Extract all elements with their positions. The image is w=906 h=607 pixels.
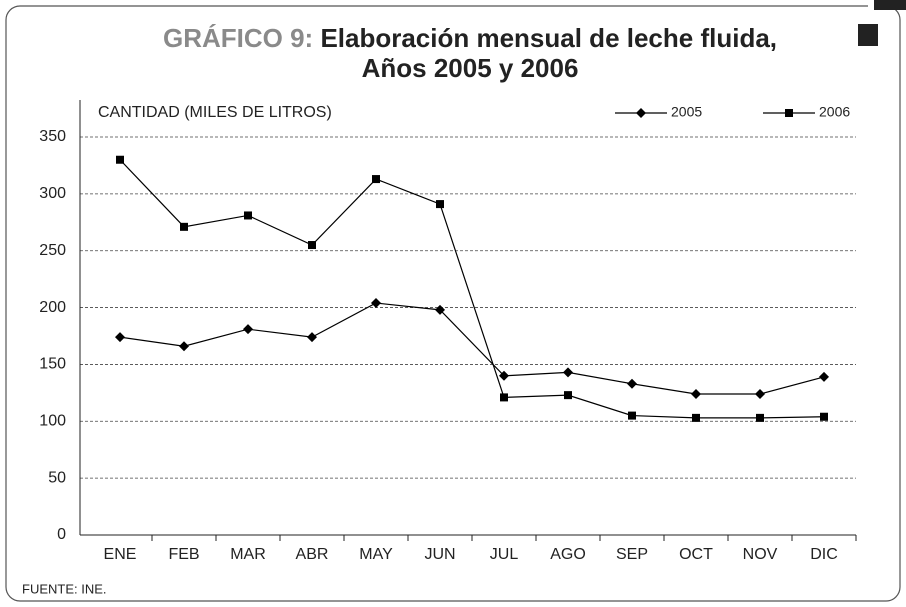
point: [500, 393, 508, 402]
point: [755, 388, 765, 399]
y-tick-label: 50: [48, 469, 66, 486]
x-tick-label: OCT: [679, 546, 713, 563]
point: [499, 370, 509, 381]
point: [115, 332, 125, 343]
x-tick-label: JUL: [490, 546, 519, 563]
point: [244, 211, 252, 220]
point: [819, 371, 829, 382]
y-tick-label: 150: [39, 356, 66, 373]
point: [820, 412, 828, 421]
corner-square: [858, 24, 878, 46]
point: [116, 155, 124, 164]
point: [307, 332, 317, 343]
y-tick-label: 300: [39, 185, 66, 202]
point: [563, 367, 573, 378]
legend-label: 2005: [671, 104, 702, 120]
point: [756, 413, 764, 422]
series-line: [119, 159, 825, 419]
point: [436, 200, 444, 209]
x-tick-label: JUN: [424, 546, 455, 563]
x-tick-label: DIC: [810, 546, 838, 563]
point: [636, 108, 646, 118]
point: [627, 378, 637, 389]
x-tick-label: ABR: [296, 546, 329, 563]
point: [785, 109, 793, 117]
point: [435, 304, 445, 315]
chart-title: Años 2005 y 2006: [362, 53, 579, 83]
series-line: [119, 302, 825, 395]
point: [564, 391, 572, 400]
point: [179, 341, 189, 352]
x-tick-label: AGO: [550, 546, 586, 563]
y-axis-label: CANTIDAD (MILES DE LITROS): [98, 104, 332, 121]
point: [628, 411, 636, 420]
point: [372, 175, 380, 184]
y-tick-label: 0: [57, 526, 66, 543]
title-prefix: GRÁFICO 9:: [163, 23, 313, 53]
point: [691, 388, 701, 399]
x-tick-label: SEP: [616, 546, 648, 563]
legend-label: 2006: [819, 104, 850, 120]
y-tick-label: 100: [39, 413, 66, 430]
x-tick-label: NOV: [743, 546, 778, 563]
point: [692, 413, 700, 422]
frame: [5, 5, 901, 602]
corner-square: [874, 0, 906, 10]
x-tick-label: FEB: [168, 546, 199, 563]
y-tick-label: 350: [39, 128, 66, 145]
title-line: Elaboración mensual de leche fluida,: [320, 23, 777, 53]
source: FUENTE: INE.: [22, 581, 107, 596]
point: [243, 324, 253, 335]
x-tick-label: MAY: [359, 546, 393, 563]
point: [371, 298, 381, 309]
chart-title: GRÁFICO 9: Elaboración mensual de leche …: [163, 23, 777, 53]
point: [308, 241, 316, 250]
point: [180, 222, 188, 231]
x-tick-label: ENE: [104, 546, 137, 563]
y-tick-label: 200: [39, 299, 66, 316]
y-tick-label: 250: [39, 242, 66, 259]
x-tick-label: MAR: [230, 546, 266, 563]
